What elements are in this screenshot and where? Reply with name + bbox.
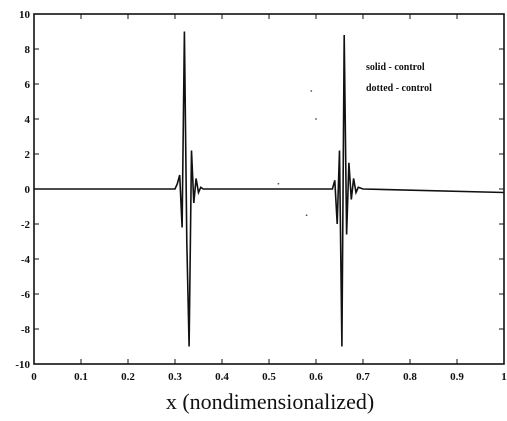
x-tick-label: 0 (31, 371, 37, 383)
y-tick-label: -8 (21, 324, 31, 336)
data-point (310, 90, 313, 92)
x-tick-label: 0.4 (215, 371, 229, 383)
x-tick-label: 0.3 (168, 371, 182, 383)
y-tick-label: 6 (25, 79, 31, 91)
y-tick-label: 8 (25, 44, 31, 56)
x-tick-label: 0.9 (450, 371, 464, 383)
x-tick-label: 0.1 (74, 371, 88, 383)
data-point (315, 118, 317, 120)
y-tick-label: 2 (25, 149, 31, 161)
y-tick-label: 4 (25, 114, 31, 126)
x-tick-label: 0.5 (262, 371, 276, 383)
x-tick-label: 0.2 (121, 371, 135, 383)
data-point (277, 182, 280, 185)
data-point (305, 214, 308, 217)
legend-text-2: dotted - control (366, 83, 432, 94)
y-tick-label: -2 (21, 219, 31, 231)
y-tick-label: 10 (19, 9, 31, 21)
y-tick-label: -10 (15, 359, 30, 371)
y-tick-label: -6 (21, 289, 31, 301)
y-tick-label: 0 (25, 184, 31, 196)
x-tick-label: 0.6 (309, 371, 323, 383)
x-tick-label: 0.8 (403, 371, 417, 383)
x-tick-label: 0.7 (356, 371, 370, 383)
x-tick-label: 1 (501, 371, 507, 383)
y-tick-label: -4 (21, 254, 31, 266)
x-axis-label: x (nondimensionalized) (166, 389, 374, 414)
series-line (34, 31, 505, 347)
legend-text-1: solid - control (366, 62, 425, 73)
